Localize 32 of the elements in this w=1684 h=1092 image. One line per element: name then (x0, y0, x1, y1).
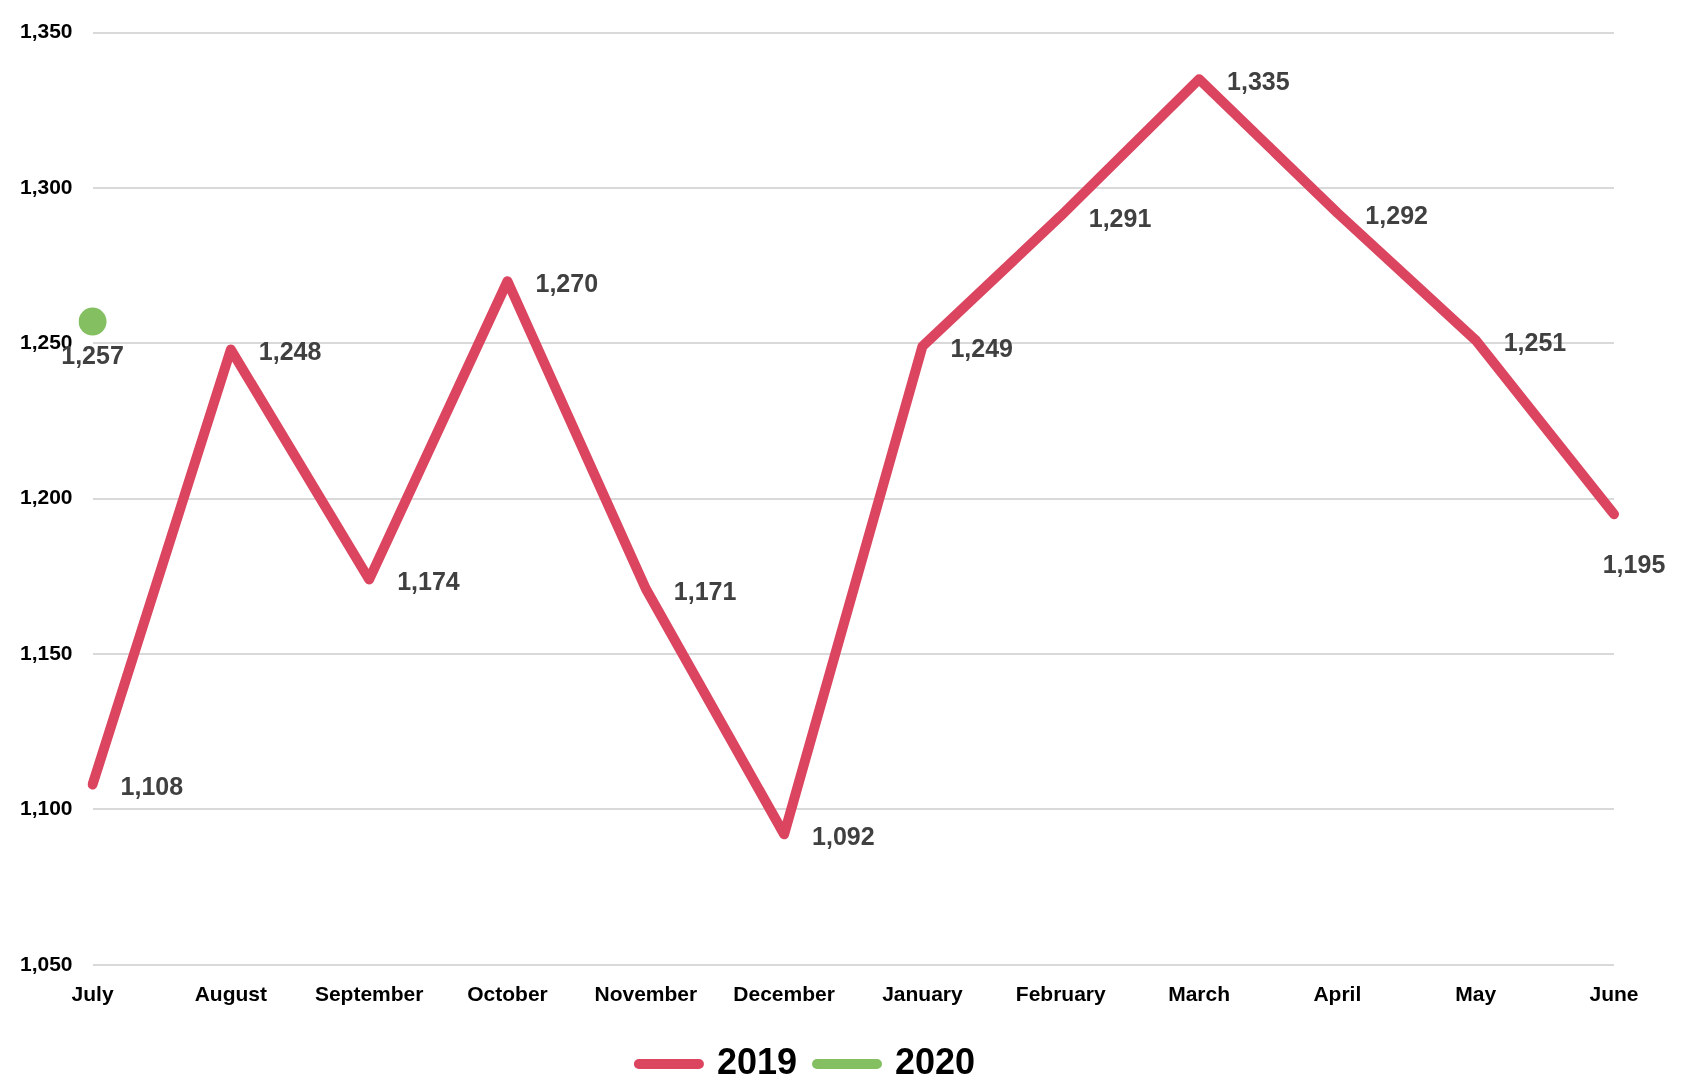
x-tick-label: March (1168, 982, 1230, 1006)
y-tick-label: 1,150 (19, 640, 73, 664)
data-label: 1,335 (1227, 67, 1290, 96)
x-tick-label: January (882, 982, 964, 1006)
data-label: 1,248 (258, 337, 322, 366)
data-label: 1,174 (397, 567, 460, 596)
data-label: 1,292 (1365, 200, 1428, 229)
data-label: 1,171 (673, 576, 737, 605)
y-tick-label: 1,100 (19, 796, 73, 820)
data-label: 1,249 (950, 334, 1013, 363)
legend-label: 2019 (716, 1040, 798, 1082)
y-tick-label: 1,300 (19, 174, 73, 198)
x-tick-label: June (1589, 982, 1639, 1006)
y-tick-label: 1,200 (19, 485, 73, 509)
x-tick-label: December (733, 982, 835, 1006)
y-tick-label: 1,350 (19, 19, 73, 43)
data-label: 1,251 (1503, 328, 1567, 357)
x-tick-label: October (467, 982, 548, 1006)
data-label: 1,195 (1602, 550, 1666, 579)
data-label: 1,108 (120, 772, 184, 801)
x-tick-label: July (71, 982, 114, 1006)
x-tick-label: May (1455, 982, 1497, 1006)
data-label: 1,092 (812, 822, 875, 851)
y-tick-label: 1,050 (19, 951, 73, 975)
x-tick-label: April (1313, 982, 1362, 1006)
legend-label: 2020 (895, 1040, 976, 1082)
data-label: 1,270 (535, 269, 599, 298)
x-tick-label: November (594, 982, 698, 1006)
data-label: 1,291 (1088, 203, 1152, 232)
x-tick-label: September (314, 982, 424, 1006)
x-tick-label: February (1015, 982, 1106, 1006)
x-tick-label: August (194, 982, 268, 1006)
